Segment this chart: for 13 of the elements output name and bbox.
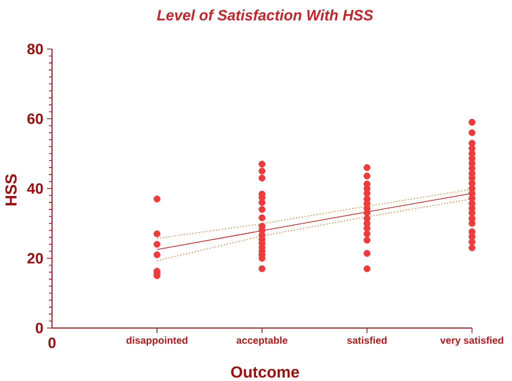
x-tick-label: very satisfied [440, 336, 504, 346]
y-tick-label: 40 [27, 183, 43, 194]
y-tick-label: 80 [27, 44, 43, 54]
text: 0 [48, 338, 56, 348]
y-axis-title: HSS [5, 174, 17, 206]
x-axis-title: Outcome [231, 366, 299, 378]
y-tick-label: 20 [27, 252, 43, 264]
y-tick-label: 60 [27, 113, 43, 124]
x-tick-label: disappointed [126, 336, 188, 346]
x-tick-label: acceptable [236, 336, 288, 346]
chart-title: Level of Satisfaction With HSS [156, 10, 374, 20]
y-tick-label: 0 [36, 322, 43, 334]
x-tick-label: satisfied [347, 336, 387, 344]
